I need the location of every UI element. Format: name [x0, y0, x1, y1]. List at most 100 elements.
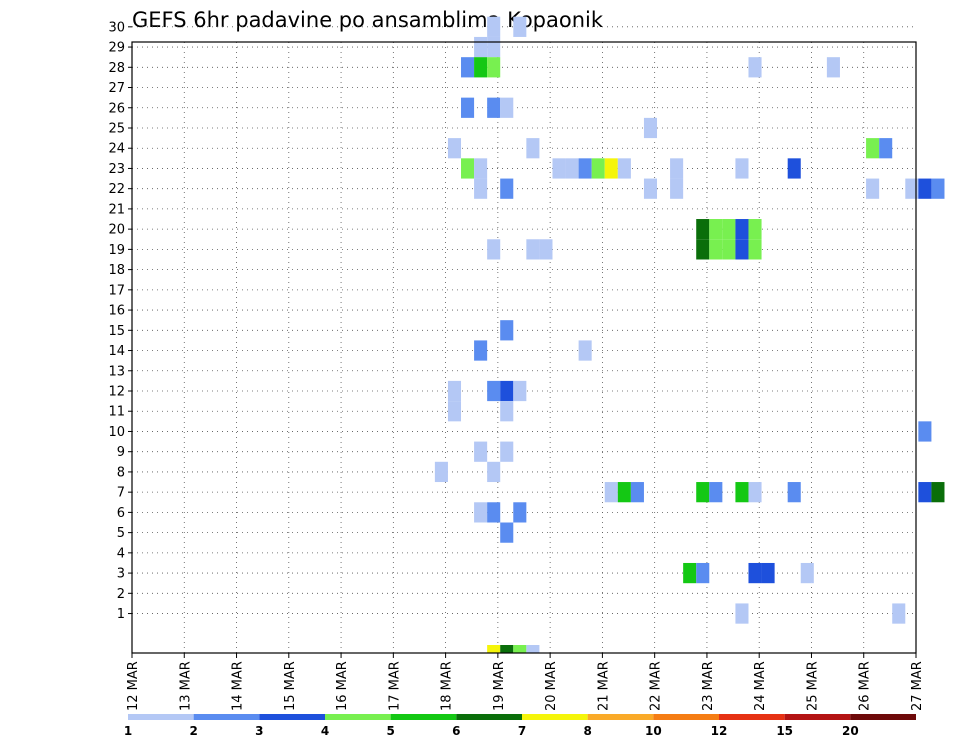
colorbar-swatch — [784, 714, 851, 720]
data-cell — [474, 502, 488, 523]
colorbar-swatch — [522, 714, 588, 720]
data-cell — [578, 158, 592, 179]
data-cell — [643, 178, 658, 199]
colorbar-swatch — [850, 714, 916, 720]
data-cell — [879, 138, 893, 159]
colorbar-label: 20 — [842, 724, 859, 738]
y-tick-label: 6 — [117, 506, 125, 521]
colorbar-label: 8 — [583, 724, 591, 738]
data-cell — [735, 239, 749, 260]
y-tick-label: 23 — [108, 162, 125, 177]
x-tick-label: 23 MAR — [701, 661, 716, 711]
data-cell — [748, 219, 762, 240]
colorbar-swatch — [587, 714, 654, 720]
x-tick-label: 14 MAR — [231, 661, 246, 711]
data-cell — [761, 562, 775, 584]
y-axis: 1234567891011121314151617181920212223242… — [108, 20, 132, 622]
data-cell — [696, 562, 710, 584]
x-tick-label: 22 MAR — [649, 661, 664, 711]
colorbar-swatch — [259, 714, 325, 720]
data-cell — [787, 158, 801, 179]
y-tick-label: 17 — [108, 283, 125, 298]
x-tick-label: 17 MAR — [387, 661, 402, 711]
data-cell — [513, 645, 527, 653]
data-cell — [696, 482, 710, 503]
x-tick-label: 21 MAR — [596, 661, 611, 711]
y-tick-label: 18 — [108, 263, 125, 278]
data-cell — [892, 603, 906, 624]
y-tick-label: 7 — [117, 486, 125, 501]
colorbar-label: 10 — [645, 724, 662, 738]
data-cell — [487, 97, 501, 118]
colorbar-swatch — [653, 714, 719, 720]
y-tick-label: 11 — [108, 405, 125, 420]
x-tick-label: 27 MAR — [910, 661, 925, 711]
data-cell — [474, 178, 488, 199]
data-cell — [500, 645, 514, 653]
data-cell — [918, 178, 932, 199]
data-cell — [630, 482, 644, 503]
data-cell — [487, 502, 501, 523]
y-tick-label: 19 — [108, 243, 125, 258]
data-cell — [748, 562, 762, 584]
data-cell — [487, 16, 501, 37]
data-cell — [474, 158, 488, 179]
y-tick-label: 15 — [108, 324, 125, 339]
y-tick-label: 16 — [108, 304, 125, 319]
x-tick-label: 13 MAR — [178, 661, 193, 711]
y-tick-label: 30 — [108, 20, 125, 35]
data-cell — [500, 522, 514, 543]
y-tick-label: 1 — [117, 607, 125, 622]
y-tick-label: 13 — [108, 364, 125, 379]
x-tick-label: 16 MAR — [335, 661, 350, 711]
data-cell — [748, 239, 762, 260]
data-cell — [500, 97, 514, 118]
data-cell — [474, 57, 488, 78]
colorbar-label: 6 — [452, 724, 460, 738]
colorbar-label: 1 — [124, 724, 132, 738]
data-cell — [487, 645, 501, 653]
data-cell — [918, 421, 932, 442]
data-cell — [722, 239, 736, 260]
x-tick-label: 18 MAR — [440, 661, 455, 711]
data-cell — [526, 239, 540, 260]
data-cell — [931, 482, 945, 503]
y-tick-label: 3 — [117, 567, 125, 582]
data-cell — [683, 562, 697, 584]
x-tick-label: 20 MAR — [544, 661, 559, 711]
data-cell — [434, 461, 448, 483]
data-cell — [461, 158, 475, 179]
y-tick-label: 14 — [108, 344, 125, 359]
data-cell — [526, 138, 540, 159]
data-cell — [735, 158, 749, 179]
y-tick-label: 29 — [108, 41, 125, 56]
data-cell — [696, 239, 710, 260]
colorbar-swatch — [128, 714, 194, 720]
y-tick-label: 22 — [108, 182, 125, 197]
data-cell — [643, 117, 658, 139]
data-cell — [787, 482, 801, 503]
x-axis: 12 MAR 13 MAR 14 MAR 15 MAR 16 MAR 17 MAR 18 M… — [126, 653, 925, 711]
x-tick-label: 24 MAR — [753, 661, 768, 711]
data-cell — [604, 158, 618, 179]
y-tick-label: 20 — [108, 223, 125, 238]
data-cell — [500, 320, 514, 341]
colorbar-swatch — [456, 714, 522, 720]
colorbar-swatch — [719, 714, 785, 720]
y-tick-label: 2 — [117, 587, 125, 602]
y-tick-label: 21 — [108, 202, 125, 217]
x-tick-label: 26 MAR — [858, 661, 873, 711]
data-cell — [696, 219, 710, 240]
colorbar-label: 5 — [386, 724, 394, 738]
colorbar-swatch — [325, 714, 391, 720]
colorbar-label: 4 — [321, 724, 329, 738]
colorbar-swatch — [193, 714, 260, 720]
data-cell — [735, 219, 749, 240]
data-cell — [866, 178, 880, 199]
data-cell — [539, 239, 553, 260]
y-tick-label: 8 — [117, 465, 125, 480]
x-tick-label: 15 MAR — [283, 661, 298, 711]
data-cell — [709, 239, 723, 260]
y-tick-label: 24 — [108, 142, 125, 157]
